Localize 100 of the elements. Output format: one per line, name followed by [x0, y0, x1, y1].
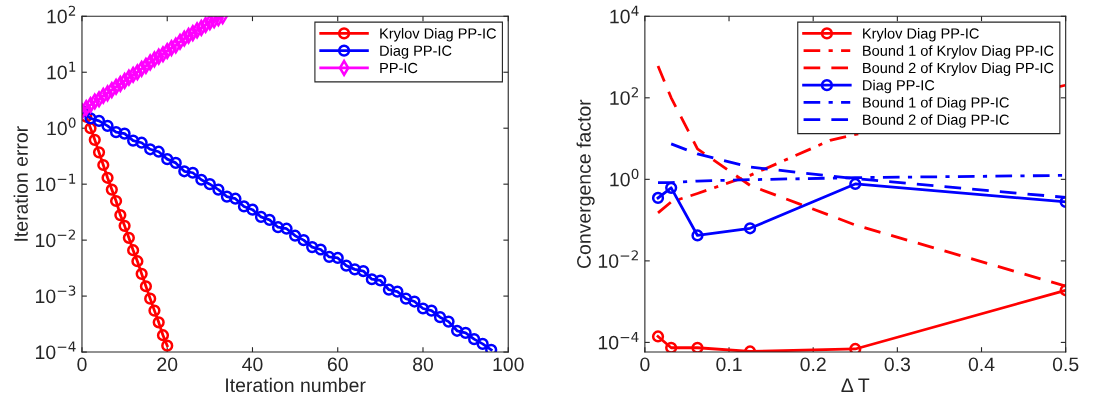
point: [114, 75, 126, 92]
y-tick-label: 10$^{1}$: [47, 61, 76, 80]
point: [408, 295, 421, 308]
y-tick-label: 10$^{2}$: [47, 5, 76, 24]
point: [306, 241, 319, 254]
point: [110, 78, 122, 95]
point: [263, 213, 276, 226]
legend-label: Bound 2 of Krylov Diag PP-IC: [863, 62, 1054, 77]
point: [136, 60, 148, 77]
point: [97, 158, 110, 172]
point: [297, 234, 310, 247]
point: [88, 133, 101, 146]
point: [131, 255, 144, 268]
point: [651, 191, 665, 205]
point: [289, 229, 302, 242]
point: [450, 324, 464, 337]
point: [101, 119, 114, 132]
point: [691, 229, 704, 242]
legend-label: Diag PP-IC: [863, 79, 935, 94]
point: [468, 333, 481, 346]
point: [425, 304, 438, 317]
point: [280, 222, 293, 235]
point: [92, 114, 106, 128]
point: [152, 316, 165, 329]
x-tick-label: 0: [640, 357, 650, 372]
point: [220, 190, 234, 203]
point: [365, 273, 378, 286]
point: [144, 54, 156, 71]
y-axis-title: Convergence factor: [576, 99, 595, 269]
x-tick-label: 60: [327, 357, 348, 372]
point: [92, 146, 106, 159]
point: [127, 134, 140, 147]
point: [97, 87, 109, 104]
point: [114, 208, 127, 222]
x-tick-label: 0.2: [800, 357, 826, 372]
legend-label: Krylov Diag PP-IC: [863, 27, 979, 42]
point: [122, 231, 135, 244]
point: [170, 37, 182, 54]
point: [340, 259, 353, 272]
legend-label: Diag PP-IC: [380, 45, 452, 59]
point: [169, 156, 182, 169]
point: [118, 219, 131, 232]
point: [331, 251, 344, 265]
point: [665, 341, 678, 353]
point: [152, 145, 165, 158]
point: [237, 200, 251, 213]
point: [105, 183, 118, 196]
point: [140, 57, 152, 74]
y-tick-label: 10$^{−4}$: [598, 331, 639, 350]
x-tick-label: 100: [493, 357, 524, 372]
x-tick-label: 0.3: [884, 357, 911, 372]
y-tick-label: 10$^{−4}$: [36, 341, 76, 360]
point: [849, 342, 862, 353]
y-tick-label: 10$^{−2}$: [36, 229, 76, 248]
point: [161, 339, 174, 352]
x-axis-title: Δ T: [841, 378, 870, 392]
y-tick-label: 10$^{0}$: [610, 168, 639, 187]
legend-label: Bound 2 of Diag PP-IC: [863, 114, 1009, 128]
point: [442, 315, 455, 328]
x-tick-label: 0: [77, 357, 87, 372]
point: [399, 292, 413, 305]
x-tick-label: 0.5: [1052, 357, 1079, 372]
x-tick-label: 20: [157, 357, 178, 372]
point: [323, 250, 336, 264]
point: [148, 304, 161, 317]
point: [144, 292, 157, 305]
point: [101, 171, 114, 184]
legend-label: PP-IC: [380, 62, 418, 74]
point: [651, 330, 665, 343]
point: [195, 173, 208, 186]
x-tick-label: 40: [242, 357, 263, 372]
point: [109, 126, 123, 139]
y-tick-label: 10$^{−2}$: [598, 250, 638, 268]
point: [174, 33, 186, 50]
point: [433, 311, 447, 324]
y-tick-label: 10$^{−1}$: [36, 173, 76, 192]
point: [139, 280, 153, 293]
point: [246, 203, 259, 216]
point: [416, 302, 430, 315]
point: [135, 267, 148, 280]
point: [178, 30, 190, 47]
point: [109, 194, 123, 208]
point: [485, 343, 498, 353]
point: [348, 263, 361, 276]
point: [204, 16, 216, 31]
point: [144, 143, 157, 156]
x-tick-label: 0.4: [968, 357, 995, 372]
point: [391, 285, 404, 298]
point: [127, 244, 140, 257]
point: [89, 93, 101, 110]
x-axis-title: Iteration number: [226, 377, 366, 393]
point: [212, 183, 225, 196]
x-tick-label: 0.1: [716, 357, 742, 372]
legend-label: Krylov Diag PP-IC: [380, 27, 497, 42]
legend-label: Bound 1 of Diag PP-IC: [863, 96, 1009, 111]
point: [203, 178, 216, 191]
point: [186, 166, 199, 179]
point: [127, 66, 139, 83]
x-tick-label: 80: [413, 357, 434, 372]
point: [135, 136, 148, 149]
